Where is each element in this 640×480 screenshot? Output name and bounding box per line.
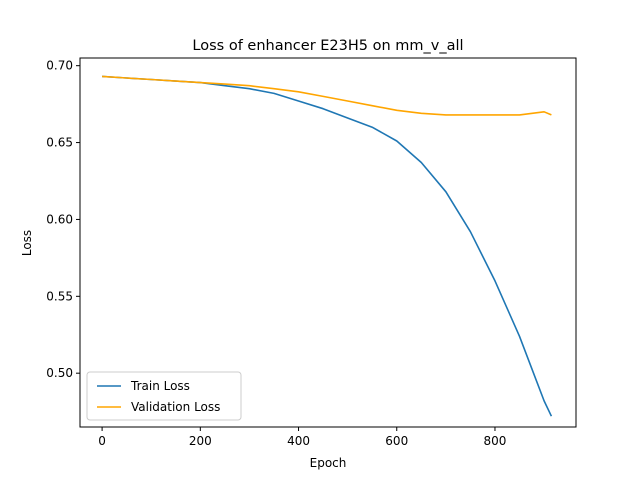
x-axis-label: Epoch	[310, 456, 347, 470]
x-tick-label: 800	[484, 434, 507, 448]
y-tick-label: 0.60	[46, 212, 73, 226]
x-tick-label: 200	[189, 434, 212, 448]
y-tick-label: 0.65	[46, 136, 73, 150]
x-tick-label: 400	[287, 434, 310, 448]
legend-label-train: Train Loss	[130, 379, 190, 393]
y-tick-label: 0.50	[46, 366, 73, 380]
x-axis-ticks: 0 200 400 600 800	[98, 427, 506, 448]
axes-frame	[79, 57, 577, 428]
x-tick-label: 0	[98, 434, 106, 448]
series-validation-loss-line	[102, 75, 552, 116]
chart-title: Loss of enhancer E23H5 on mm_v_all	[192, 38, 463, 54]
y-axis-ticks: 0.50 0.55 0.60 0.65 0.70	[46, 59, 80, 380]
y-axis-label: Loss	[20, 230, 34, 256]
y-tick-label: 0.70	[46, 59, 73, 73]
x-tick-label: 600	[385, 434, 408, 448]
legend-box	[86, 371, 242, 421]
y-tick-label: 0.55	[46, 289, 73, 303]
legend: Train Loss Validation Loss	[86, 371, 242, 421]
series-layer	[102, 75, 553, 417]
plot-area	[79, 57, 577, 428]
legend-label-validation: Validation Loss	[131, 400, 220, 414]
